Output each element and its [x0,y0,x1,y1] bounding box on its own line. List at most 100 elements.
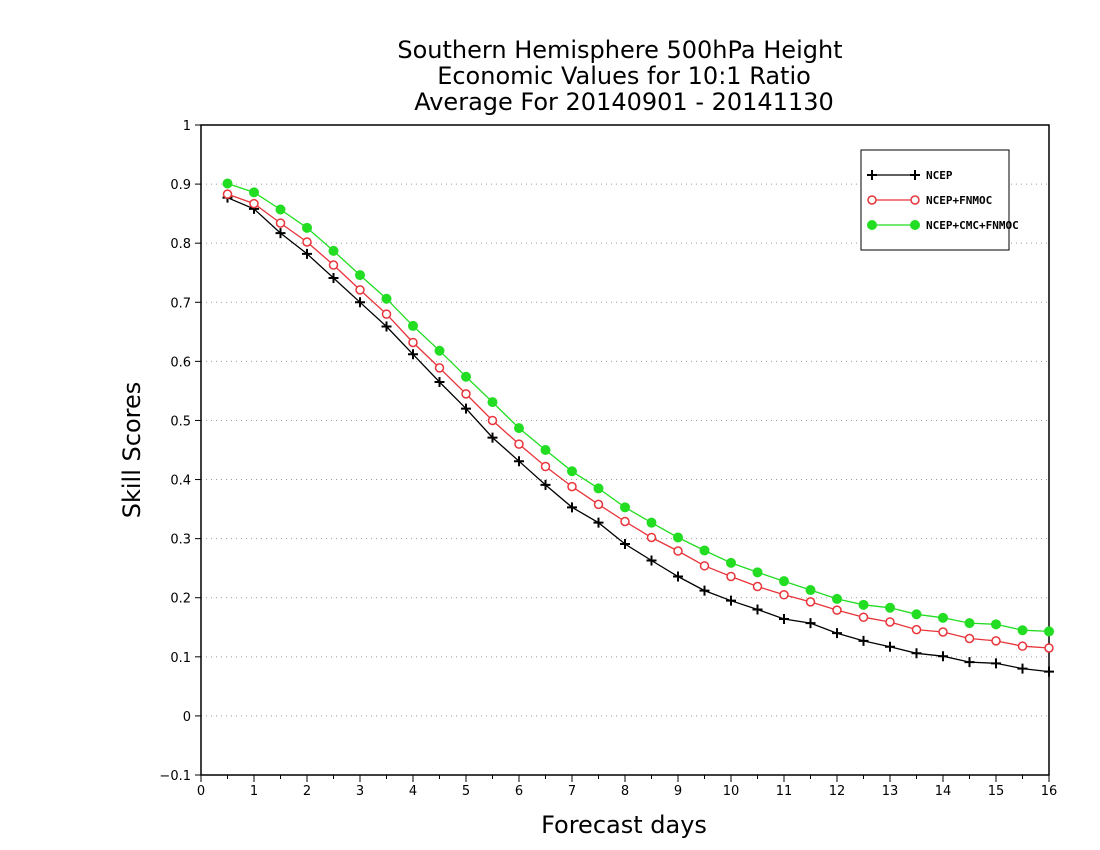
data-point [249,198,259,209]
data-point [858,599,869,610]
data-point [381,293,392,304]
data-point [858,612,869,622]
legend-label: NCEP+FNMOC [926,194,992,207]
data-point [805,618,816,629]
data-point [646,517,657,528]
data-point [620,538,630,549]
data-point [620,516,630,527]
data-point [726,595,736,606]
data-point [567,502,577,513]
data-point [991,636,1001,646]
data-point [514,439,524,449]
data-point [1044,666,1054,677]
data-point [991,619,1001,630]
x-axis-label: Forecast days [541,811,707,839]
data-point [752,581,763,592]
data-point [461,389,471,399]
data-point [302,237,312,247]
data-point [355,297,365,308]
data-point [832,628,842,639]
x-tick-label: 2 [303,784,311,799]
data-point [752,604,763,615]
series-line [227,193,1050,649]
data-point [355,285,365,295]
data-point [964,633,975,644]
x-tick-label: 0 [197,784,205,799]
data-point [938,651,948,662]
data-point [646,532,657,543]
x-tick-label: 10 [723,784,740,799]
data-point [487,397,498,408]
data-point [885,641,895,652]
x-tick-label: 1 [250,784,258,799]
data-point [673,532,683,543]
x-tick-label: 9 [674,784,682,799]
series-ncep [222,192,1054,677]
data-point [699,585,710,596]
x-tick-label: 3 [356,784,364,799]
data-point [938,627,948,637]
data-point [832,605,842,615]
data-point [699,545,710,556]
x-tick-label: 5 [462,784,470,799]
data-point [434,345,445,356]
data-point [620,502,630,513]
data-point [408,349,418,360]
data-point [593,517,604,528]
y-tick-label: 0.9 [170,178,191,193]
data-point [910,170,920,180]
data-point [275,218,286,228]
legend-label: NCEP+CMC+FNMOC [926,219,1019,232]
data-point [540,479,551,490]
x-tick-label: 11 [776,784,793,799]
x-tick-label: 12 [829,784,846,799]
series-ncep-fnmoc [222,189,1054,653]
data-point [302,248,312,259]
data-point [867,195,877,205]
data-point [222,178,233,189]
data-point [328,245,339,256]
data-point [434,377,445,388]
data-point [964,618,975,629]
data-point [752,567,763,578]
series-ncep-cmc-fnmoc [222,178,1054,637]
x-tick-label: 15 [988,784,1005,799]
data-point [249,187,259,198]
data-point [938,612,948,623]
data-point [461,371,471,382]
data-point [832,593,842,604]
data-point [867,220,877,230]
legend-label: NCEP [926,169,953,182]
data-point [1044,626,1054,637]
data-point [858,635,869,646]
data-point [885,602,895,613]
data-point [673,546,683,556]
data-point [964,657,975,668]
y-tick-label: 0.6 [170,355,191,370]
data-point [328,273,339,284]
data-point [275,228,286,239]
y-tick-label: 0.2 [170,592,191,607]
data-point [1044,643,1054,653]
series-line [227,182,1050,633]
series-layer [222,178,1054,677]
data-point [867,170,877,180]
data-point [381,321,392,332]
x-tick-label: 4 [409,784,417,799]
data-point [381,309,392,319]
data-point [328,260,339,270]
data-point [461,403,471,414]
x-tick-label: 8 [621,784,629,799]
data-point [514,456,524,467]
data-point [910,195,920,205]
data-point [540,461,551,472]
data-point [911,609,922,620]
y-tick-label: −0.1 [159,769,191,784]
data-point [805,597,816,607]
chart-title: Southern Hemisphere 500hPa Height Econom… [397,36,842,116]
data-point [699,561,710,571]
x-tick-label: 13 [882,784,899,799]
data-point [805,585,816,596]
series-line [227,197,1050,673]
